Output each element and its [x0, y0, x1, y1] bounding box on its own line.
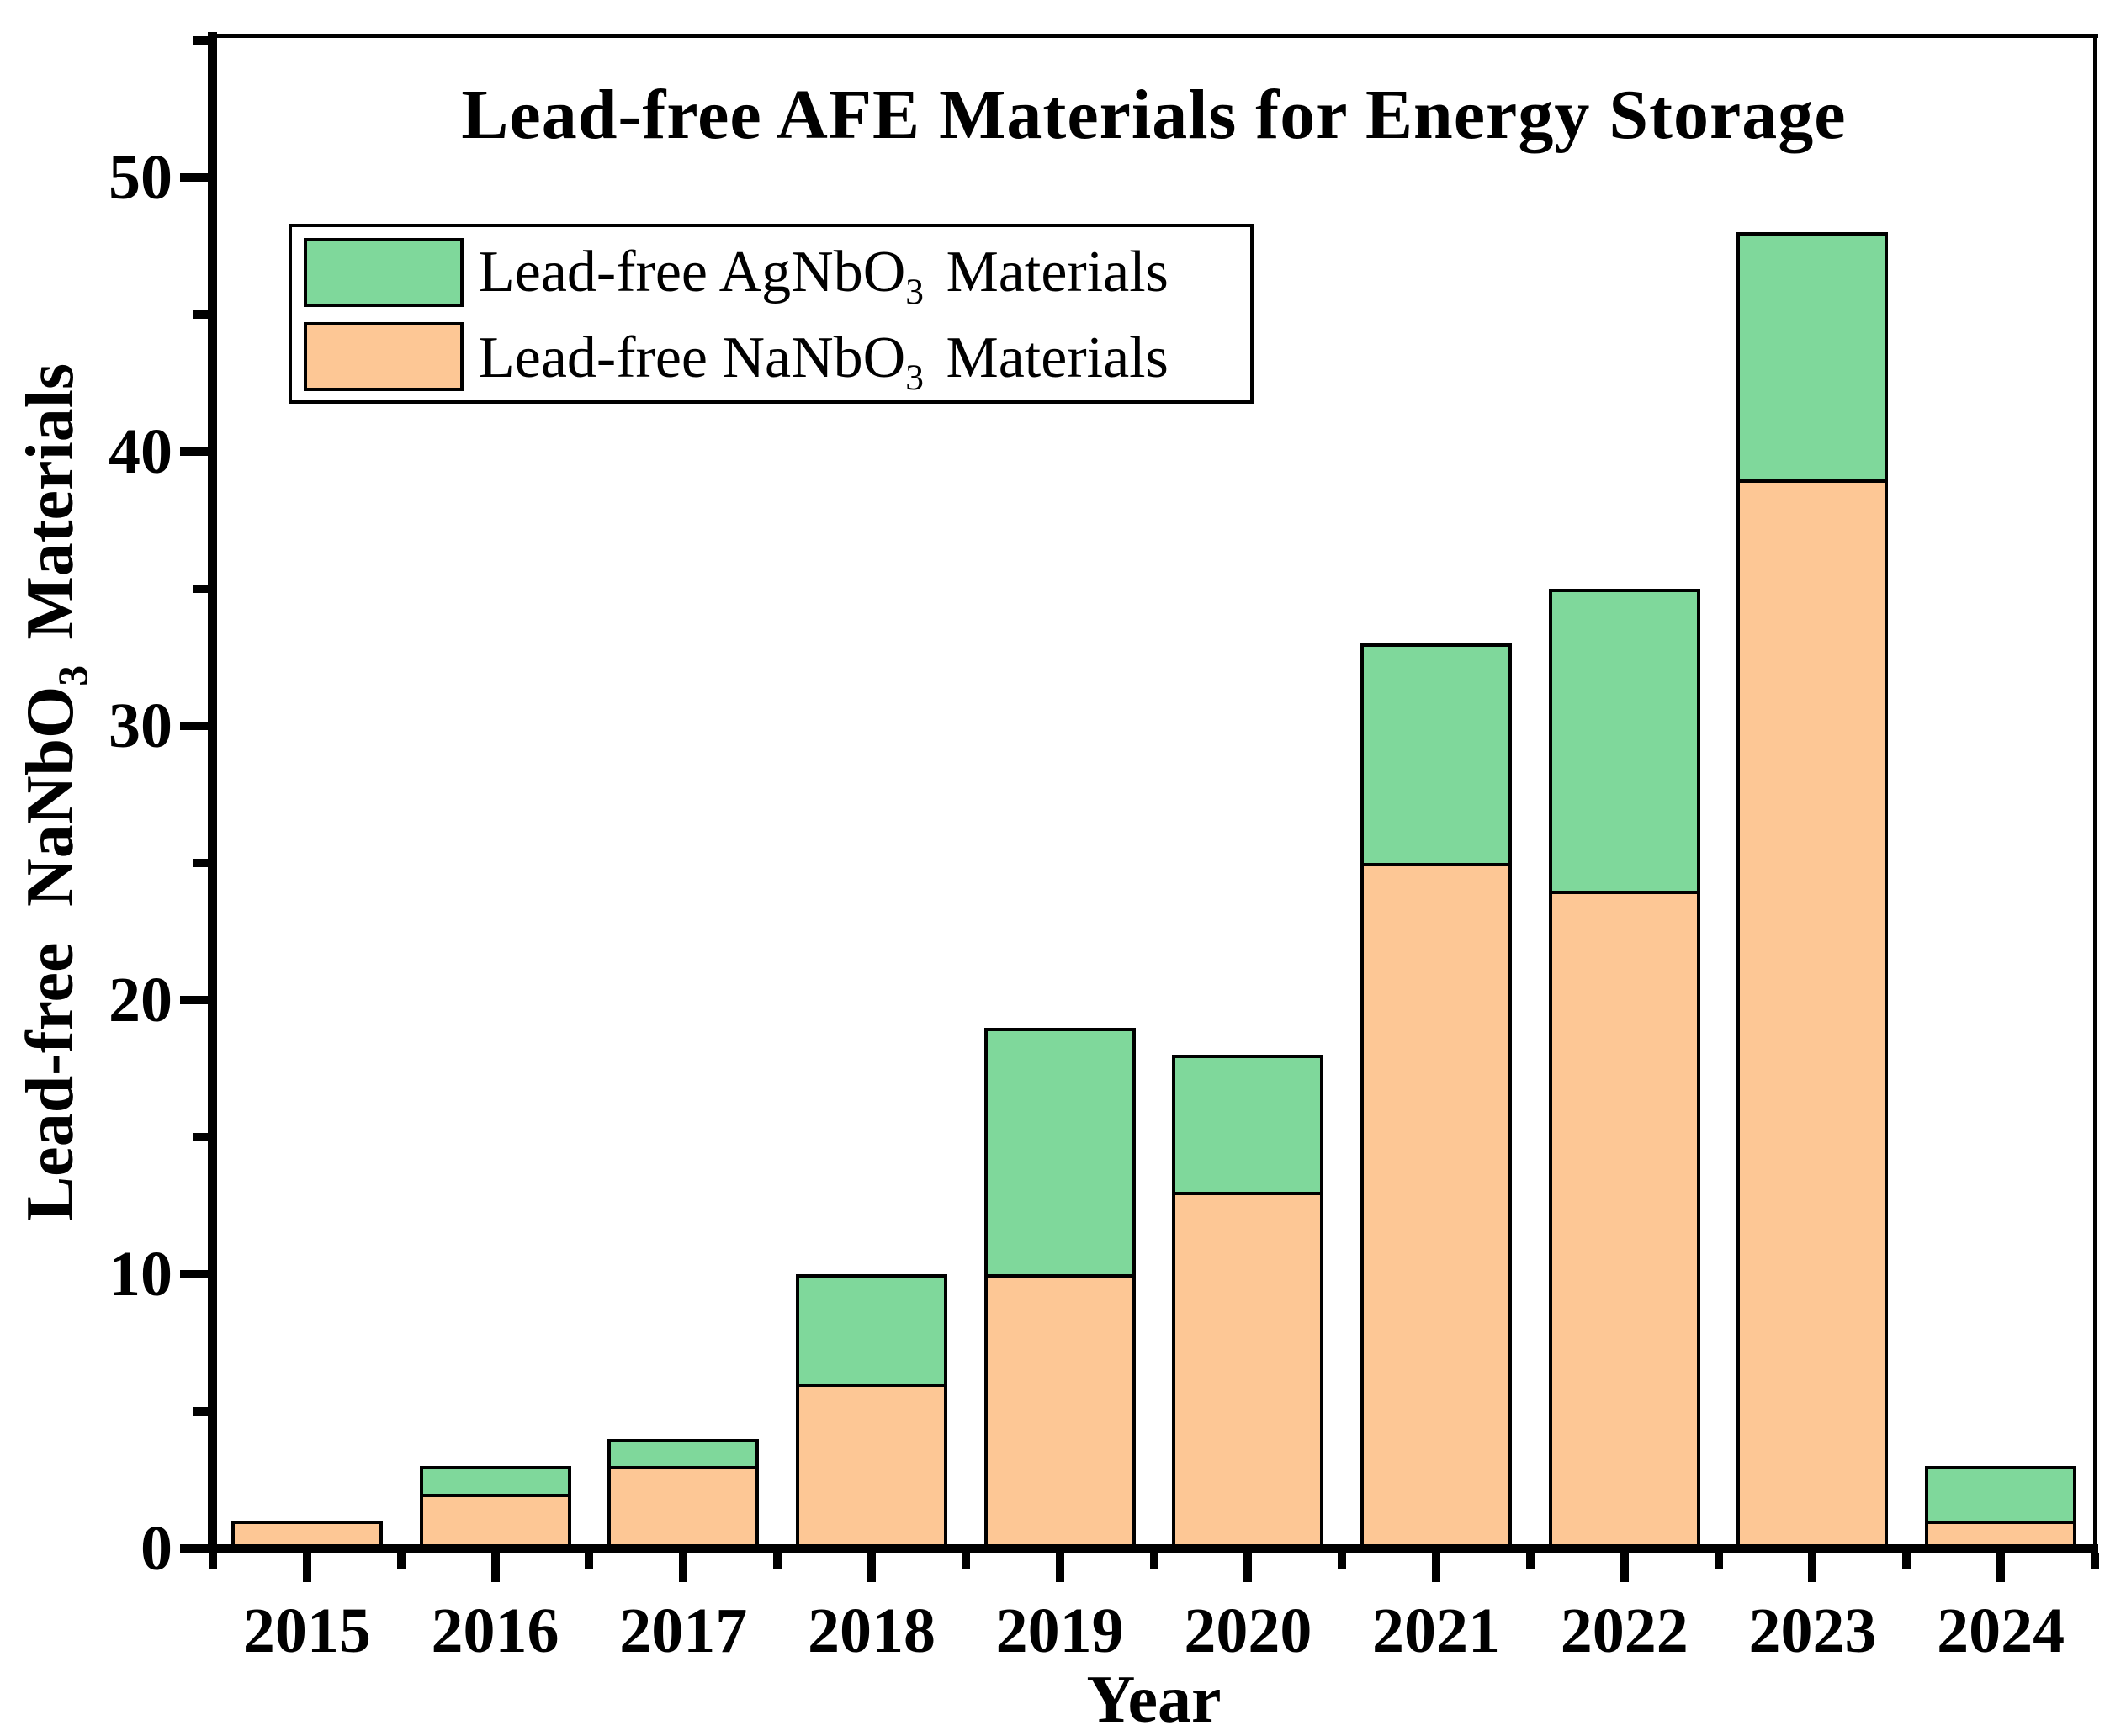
y-axis-label-prefix: Lead-free NaNbO	[13, 685, 87, 1222]
y-minor-tick-15	[193, 1133, 208, 1141]
bar-2021-agnbo3	[1360, 643, 1513, 866]
legend-label-agnbo3: Lead-free AgNbO3 Materials	[479, 230, 1169, 315]
bar-2022-nanbo3	[1548, 890, 1700, 1553]
y-major-tick-10	[180, 1270, 208, 1278]
y-tick-label-0: 0	[140, 1513, 172, 1584]
x-tick-label-2020: 2020	[1184, 1596, 1312, 1666]
x-major-tick-2024	[1996, 1553, 2006, 1582]
bar-2016-agnbo3	[419, 1466, 571, 1497]
x-tick-label-2015: 2015	[242, 1596, 371, 1666]
x-tick-label-2018: 2018	[807, 1596, 936, 1666]
y-minor-tick-25	[193, 859, 208, 867]
x-major-tick-2018	[867, 1553, 876, 1582]
x-minor-tick-3	[773, 1553, 782, 1569]
x-minor-tick-6	[1338, 1553, 1347, 1569]
legend-box: Lead-free AgNbO3 Materials Lead-free NaNb…	[289, 224, 1254, 404]
x-minor-tick-1	[396, 1553, 406, 1569]
legend-swatch-agnbo3	[304, 238, 464, 307]
x-major-tick-2015	[302, 1553, 311, 1582]
legend-label-agnbo3-subscript: 3	[905, 272, 924, 312]
y-tick-label-40: 40	[109, 416, 172, 487]
x-minor-tick-4	[961, 1553, 970, 1569]
x-minor-tick-9	[1902, 1553, 1911, 1569]
bar-2016-nanbo3	[419, 1493, 571, 1553]
legend-label-nanbo3-suffix: Materials	[946, 326, 1169, 390]
x-tick-label-2016: 2016	[431, 1596, 559, 1666]
bar-2020-nanbo3	[1172, 1192, 1324, 1553]
x-tick-label-2023: 2023	[1748, 1596, 1877, 1666]
legend-label-nanbo3-subscript: 3	[905, 357, 924, 398]
bar-2019-nanbo3	[983, 1274, 1136, 1553]
bar-2019-agnbo3	[983, 1027, 1136, 1278]
bar-2018-agnbo3	[795, 1274, 947, 1388]
x-major-tick-2017	[679, 1553, 688, 1582]
legend-label-agnbo3-suffix: Materials	[946, 240, 1169, 304]
legend-label-agnbo3-prefix: Lead-free AgNbO	[479, 240, 906, 304]
x-minor-tick-0	[209, 1553, 217, 1569]
x-major-tick-2023	[1808, 1553, 1817, 1582]
y-minor-tick-5	[193, 1407, 208, 1416]
legend-label-nanbo3: Lead-free NaNbO3 Materials	[479, 316, 1169, 400]
bar-2018-nanbo3	[795, 1384, 947, 1553]
x-minor-tick-2	[585, 1553, 594, 1569]
x-minor-tick-10	[2091, 1553, 2099, 1569]
x-tick-label-2022: 2022	[1560, 1596, 1689, 1666]
x-major-tick-2016	[490, 1553, 500, 1582]
y-major-tick-40	[180, 447, 208, 456]
x-tick-label-2019: 2019	[995, 1596, 1124, 1666]
bar-2017-agnbo3	[607, 1438, 760, 1470]
y-axis-label-subscript: 3	[50, 664, 96, 686]
bottom-spine	[208, 1544, 2098, 1553]
y-axis-label-suffix: Materials	[13, 363, 87, 640]
y-tick-label-30: 30	[109, 691, 172, 761]
y-minor-tick-45	[193, 310, 208, 319]
bar-2017-nanbo3	[607, 1466, 760, 1553]
x-major-tick-2019	[1055, 1553, 1064, 1582]
y-major-tick-50	[180, 173, 208, 182]
x-minor-tick-7	[1525, 1553, 1535, 1569]
y-tick-label-50: 50	[109, 142, 172, 213]
right-spine	[2093, 34, 2097, 1553]
x-major-tick-2021	[1432, 1553, 1441, 1582]
bar-2023-agnbo3	[1736, 232, 1889, 483]
x-axis-label: Year	[1086, 1663, 1222, 1736]
y-tick-label-20: 20	[109, 965, 172, 1035]
x-tick-label-2017: 2017	[619, 1596, 748, 1666]
chart-title: Lead-free AFE Materials for Energy Stora…	[461, 76, 1847, 154]
x-minor-tick-8	[1714, 1553, 1723, 1569]
bar-2023-nanbo3	[1736, 479, 1889, 1553]
x-major-tick-2022	[1620, 1553, 1629, 1582]
top-spine	[211, 34, 2098, 38]
y-tick-label-10: 10	[109, 1239, 172, 1310]
y-major-tick-0	[180, 1544, 208, 1553]
legend-swatch-nanbo3	[304, 322, 464, 391]
x-tick-label-2024: 2024	[1937, 1596, 2065, 1666]
y-minor-tick-55	[193, 36, 208, 45]
y-minor-tick-35	[193, 585, 208, 593]
bar-2020-agnbo3	[1172, 1055, 1324, 1196]
bar-2024-agnbo3	[1925, 1466, 2077, 1525]
x-tick-label-2021: 2021	[1372, 1596, 1501, 1666]
legend-label-nanbo3-prefix: Lead-free NaNbO	[479, 326, 906, 390]
left-spine	[208, 32, 217, 1553]
bar-2022-agnbo3	[1548, 589, 1700, 894]
bar-2021-nanbo3	[1360, 863, 1513, 1553]
y-major-tick-20	[180, 996, 208, 1004]
y-major-tick-30	[180, 722, 208, 730]
x-minor-tick-5	[1149, 1553, 1158, 1569]
x-major-tick-2020	[1243, 1553, 1253, 1582]
